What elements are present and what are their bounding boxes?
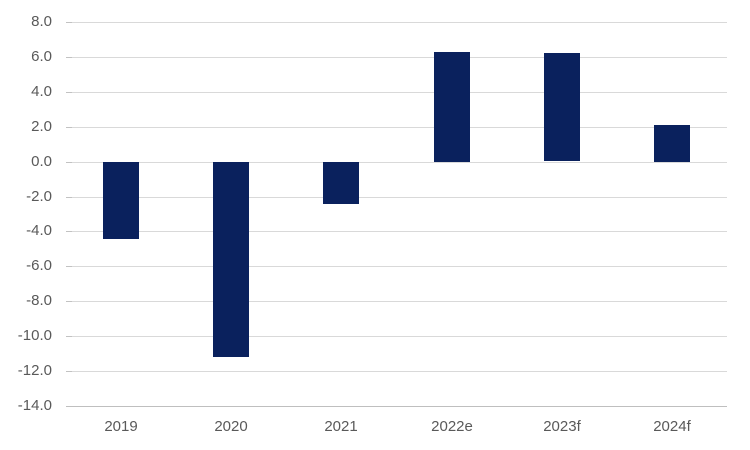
y-gridline xyxy=(66,266,727,267)
y-tick-mark xyxy=(66,371,72,372)
bar-2023f xyxy=(544,53,580,161)
y-tick-mark xyxy=(66,301,72,302)
bar-2021 xyxy=(323,162,359,204)
y-tick-mark xyxy=(66,127,72,128)
y-gridline xyxy=(66,231,727,232)
bar-2020 xyxy=(213,162,249,357)
y-axis-tick-label: 2.0 xyxy=(31,118,52,135)
y-gridline xyxy=(66,197,727,198)
y-tick-mark xyxy=(66,57,72,58)
bar-2024f xyxy=(654,125,690,162)
y-axis-tick-label: -6.0 xyxy=(26,257,52,274)
bar-2019 xyxy=(103,162,139,239)
y-gridline xyxy=(66,336,727,337)
y-tick-mark xyxy=(66,162,72,163)
bar-2022e xyxy=(434,52,470,162)
y-axis-tick-label: -12.0 xyxy=(17,362,52,379)
y-tick-mark xyxy=(66,197,72,198)
y-axis-tick-label: 4.0 xyxy=(31,83,52,100)
y-axis-tick-label: -14.0 xyxy=(17,397,52,414)
x-axis-tick-label: 2024f xyxy=(653,418,691,435)
y-axis-tick-label: 8.0 xyxy=(31,13,52,30)
x-axis-tick-label: 2023f xyxy=(543,418,581,435)
x-axis-tick-label: 2022e xyxy=(431,418,473,435)
x-axis-tick-label: 2021 xyxy=(324,418,358,435)
x-axis-tick-label: 2019 xyxy=(104,418,138,435)
y-tick-mark xyxy=(66,22,72,23)
y-tick-mark xyxy=(66,336,72,337)
y-gridline xyxy=(66,22,727,23)
y-gridline xyxy=(66,162,727,163)
y-tick-mark xyxy=(66,92,72,93)
y-axis-tick-label: -10.0 xyxy=(17,327,52,344)
y-gridline xyxy=(66,57,727,58)
y-axis-tick-label: -8.0 xyxy=(26,292,52,309)
y-gridline xyxy=(66,92,727,93)
y-gridline xyxy=(66,371,727,372)
x-axis-tick-label: 2020 xyxy=(214,418,248,435)
y-tick-mark xyxy=(66,231,72,232)
x-axis-line xyxy=(66,406,727,407)
y-axis-tick-label: 0.0 xyxy=(31,153,52,170)
y-axis-tick-label: -4.0 xyxy=(26,222,52,239)
y-tick-mark xyxy=(66,266,72,267)
y-axis-tick-label: 6.0 xyxy=(31,48,52,65)
y-gridline xyxy=(66,127,727,128)
y-axis-tick-label: -2.0 xyxy=(26,188,52,205)
y-gridline xyxy=(66,301,727,302)
